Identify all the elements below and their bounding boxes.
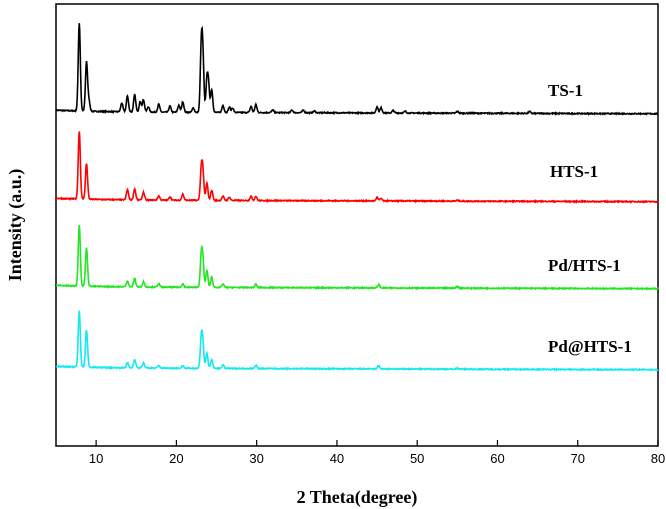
x-tick-label: 10	[89, 451, 103, 466]
x-tick-label: 40	[330, 451, 344, 466]
x-tick-label: 50	[410, 451, 424, 466]
x-tick-label: 70	[570, 451, 584, 466]
plot-frame	[55, 3, 659, 447]
series-line-2	[55, 131, 659, 204]
x-tick-label: 80	[651, 451, 665, 466]
x-axis-ticks: 10 20 30 40 50 60 70 80	[89, 440, 665, 466]
series-labels: TS-1 HTS-1 Pd/HTS-1 Pd@HTS-1	[548, 81, 632, 356]
y-axis-title: Intensity (a.u.)	[5, 169, 26, 282]
series-label-4: Pd@HTS-1	[548, 337, 632, 356]
x-tick-label: 60	[490, 451, 504, 466]
series-line-4	[55, 310, 659, 372]
x-tick-label: 30	[249, 451, 263, 466]
series-line-1	[55, 23, 659, 116]
series-label-3: Pd/HTS-1	[548, 256, 621, 275]
series-layer	[55, 23, 659, 372]
series-label-2: HTS-1	[550, 162, 598, 181]
series-line-3	[55, 225, 659, 291]
x-axis-title: 2 Theta(degree)	[297, 487, 418, 508]
series-label-1: TS-1	[548, 81, 583, 100]
x-tick-label: 20	[169, 451, 183, 466]
